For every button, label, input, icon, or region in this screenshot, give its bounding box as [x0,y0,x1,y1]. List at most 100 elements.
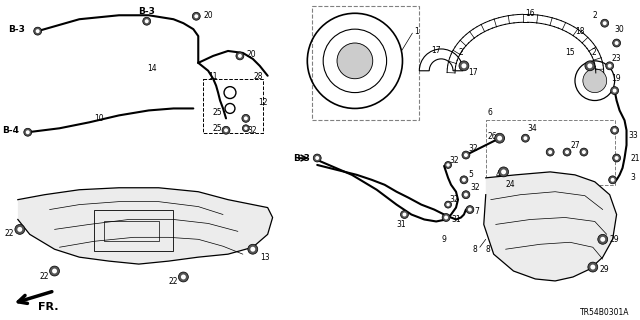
Text: 27: 27 [570,140,580,150]
Circle shape [444,215,448,220]
Text: B-3: B-3 [8,25,25,34]
Circle shape [462,191,470,199]
Circle shape [611,87,619,95]
Circle shape [497,136,502,141]
Text: 32: 32 [449,156,459,164]
Circle shape [464,153,468,157]
Circle shape [612,89,616,92]
Circle shape [499,167,509,177]
Circle shape [582,150,586,154]
Text: 3: 3 [630,173,636,182]
Text: B-3: B-3 [293,154,310,163]
Text: FR.: FR. [38,302,58,312]
Circle shape [250,247,255,252]
Circle shape [614,41,619,45]
Text: 22: 22 [5,229,15,238]
Circle shape [145,19,148,23]
Bar [204,79,262,133]
Text: 20: 20 [204,11,213,20]
Circle shape [403,212,406,217]
Circle shape [580,148,588,156]
Circle shape [546,148,554,156]
Text: 19: 19 [612,74,621,83]
Circle shape [590,265,595,269]
Text: 9: 9 [441,235,446,244]
Text: 4: 4 [495,170,500,180]
Circle shape [446,163,450,167]
Circle shape [612,39,621,47]
Bar [104,221,159,241]
Circle shape [24,128,32,136]
Circle shape [522,134,529,142]
Bar [486,120,614,185]
Text: 15: 15 [565,48,575,57]
Circle shape [243,125,250,132]
Circle shape [598,234,608,244]
Circle shape [603,21,607,25]
Circle shape [181,275,186,279]
Circle shape [445,201,452,208]
Circle shape [316,156,319,160]
Text: 20: 20 [247,51,257,60]
Text: 22: 22 [40,272,49,282]
Circle shape [585,61,595,71]
Text: 6: 6 [488,108,493,117]
Circle shape [588,262,598,272]
Text: 33: 33 [628,131,638,140]
Circle shape [605,62,614,70]
Polygon shape [18,188,273,264]
Circle shape [26,130,29,134]
Text: 30: 30 [614,25,625,34]
Circle shape [242,114,250,122]
Circle shape [222,126,230,134]
Circle shape [461,63,467,68]
Bar [94,210,173,251]
Circle shape [192,12,200,20]
Text: 8: 8 [473,245,477,254]
Circle shape [588,63,592,68]
Circle shape [244,126,248,130]
Text: 24: 24 [506,180,515,189]
Circle shape [179,272,188,282]
Circle shape [495,133,504,143]
Text: 12: 12 [258,98,268,107]
Text: 7: 7 [474,207,479,216]
Text: 34: 34 [527,124,537,133]
Text: 13: 13 [260,253,269,262]
Circle shape [524,136,527,140]
Circle shape [337,43,372,79]
Circle shape [466,206,474,213]
Circle shape [446,203,450,206]
Text: 26: 26 [488,132,497,141]
Text: 25: 25 [212,108,222,117]
Text: 23: 23 [612,54,621,63]
Circle shape [468,208,472,212]
Circle shape [401,211,408,219]
Text: 14: 14 [147,64,156,73]
Text: B-3: B-3 [138,7,155,16]
Text: TR54B0301A: TR54B0301A [580,308,629,316]
Circle shape [462,178,466,182]
Circle shape [195,14,198,18]
Text: 32: 32 [471,183,481,192]
Text: B-4: B-4 [2,126,19,135]
Text: 31: 31 [451,215,461,224]
Text: 25: 25 [212,124,222,133]
Circle shape [563,148,571,156]
Circle shape [460,176,468,184]
Circle shape [248,244,258,254]
Circle shape [611,178,614,182]
Circle shape [601,19,609,27]
Circle shape [52,268,57,274]
Circle shape [611,126,619,134]
Circle shape [501,169,506,174]
Text: 31: 31 [397,220,406,229]
Text: 2: 2 [592,48,596,57]
Text: 2: 2 [459,48,464,57]
Text: 22: 22 [168,277,178,286]
Circle shape [609,176,616,184]
Text: 32: 32 [449,195,459,204]
Circle shape [36,29,40,33]
Text: 29: 29 [610,235,620,244]
Text: 5: 5 [468,170,473,180]
